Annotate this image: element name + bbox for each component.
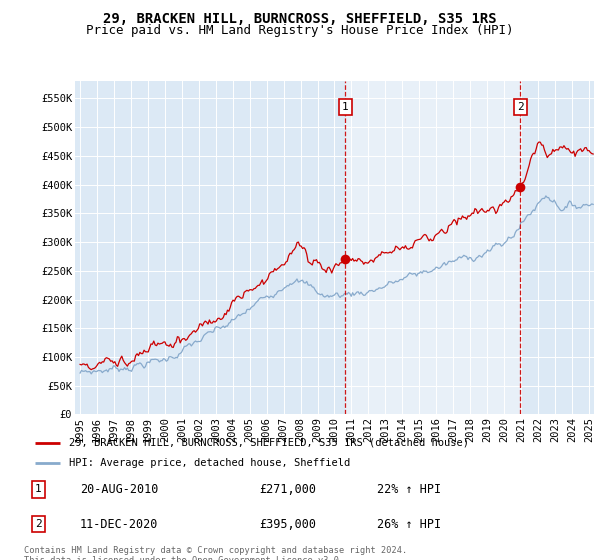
Text: 20-AUG-2010: 20-AUG-2010 (80, 483, 158, 496)
Text: 29, BRACKEN HILL, BURNCROSS, SHEFFIELD, S35 1RS (detached house): 29, BRACKEN HILL, BURNCROSS, SHEFFIELD, … (69, 438, 469, 448)
Text: Contains HM Land Registry data © Crown copyright and database right 2024.
This d: Contains HM Land Registry data © Crown c… (24, 546, 407, 560)
Text: HPI: Average price, detached house, Sheffield: HPI: Average price, detached house, Shef… (69, 458, 350, 468)
Text: 26% ↑ HPI: 26% ↑ HPI (377, 518, 442, 531)
Text: Price paid vs. HM Land Registry's House Price Index (HPI): Price paid vs. HM Land Registry's House … (86, 24, 514, 36)
Text: 2: 2 (35, 519, 41, 529)
Text: 2: 2 (517, 102, 523, 112)
Text: 29, BRACKEN HILL, BURNCROSS, SHEFFIELD, S35 1RS: 29, BRACKEN HILL, BURNCROSS, SHEFFIELD, … (103, 12, 497, 26)
Bar (346, 81, 520, 414)
Text: 22% ↑ HPI: 22% ↑ HPI (377, 483, 442, 496)
Text: £271,000: £271,000 (260, 483, 317, 496)
Text: 11-DEC-2020: 11-DEC-2020 (80, 518, 158, 531)
Text: 1: 1 (35, 484, 41, 494)
Text: £395,000: £395,000 (260, 518, 317, 531)
Text: 1: 1 (342, 102, 349, 112)
